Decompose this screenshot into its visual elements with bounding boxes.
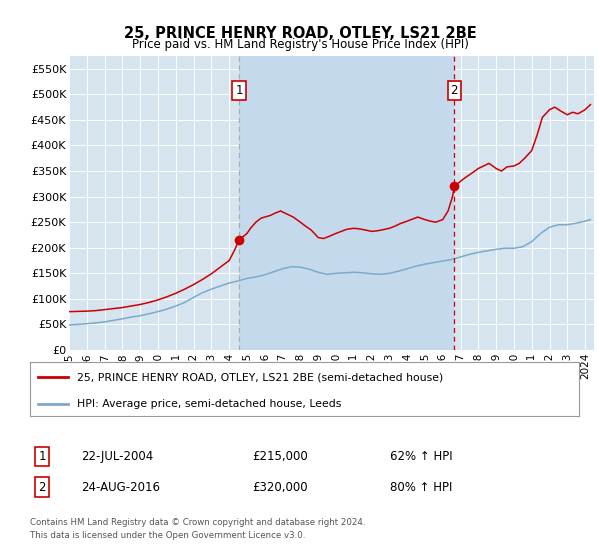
- Text: 24-AUG-2016: 24-AUG-2016: [81, 480, 160, 494]
- Bar: [239, 56, 454, 350]
- Text: 80% ↑ HPI: 80% ↑ HPI: [390, 480, 452, 494]
- Text: 1: 1: [235, 84, 243, 97]
- Text: Contains HM Land Registry data © Crown copyright and database right 2024.
This d: Contains HM Land Registry data © Crown c…: [30, 519, 365, 540]
- Text: 22-JUL-2004: 22-JUL-2004: [81, 450, 153, 463]
- Text: 62% ↑ HPI: 62% ↑ HPI: [390, 450, 452, 463]
- Text: Price paid vs. HM Land Registry's House Price Index (HPI): Price paid vs. HM Land Registry's House …: [131, 38, 469, 52]
- Text: 25, PRINCE HENRY ROAD, OTLEY, LS21 2BE: 25, PRINCE HENRY ROAD, OTLEY, LS21 2BE: [124, 26, 476, 41]
- Text: £215,000: £215,000: [252, 450, 308, 463]
- Text: 2: 2: [38, 480, 46, 494]
- Text: 2: 2: [451, 84, 458, 97]
- Text: £320,000: £320,000: [252, 480, 308, 494]
- Text: 25, PRINCE HENRY ROAD, OTLEY, LS21 2BE (semi-detached house): 25, PRINCE HENRY ROAD, OTLEY, LS21 2BE (…: [77, 372, 443, 382]
- Text: 1: 1: [38, 450, 46, 463]
- Text: HPI: Average price, semi-detached house, Leeds: HPI: Average price, semi-detached house,…: [77, 399, 341, 409]
